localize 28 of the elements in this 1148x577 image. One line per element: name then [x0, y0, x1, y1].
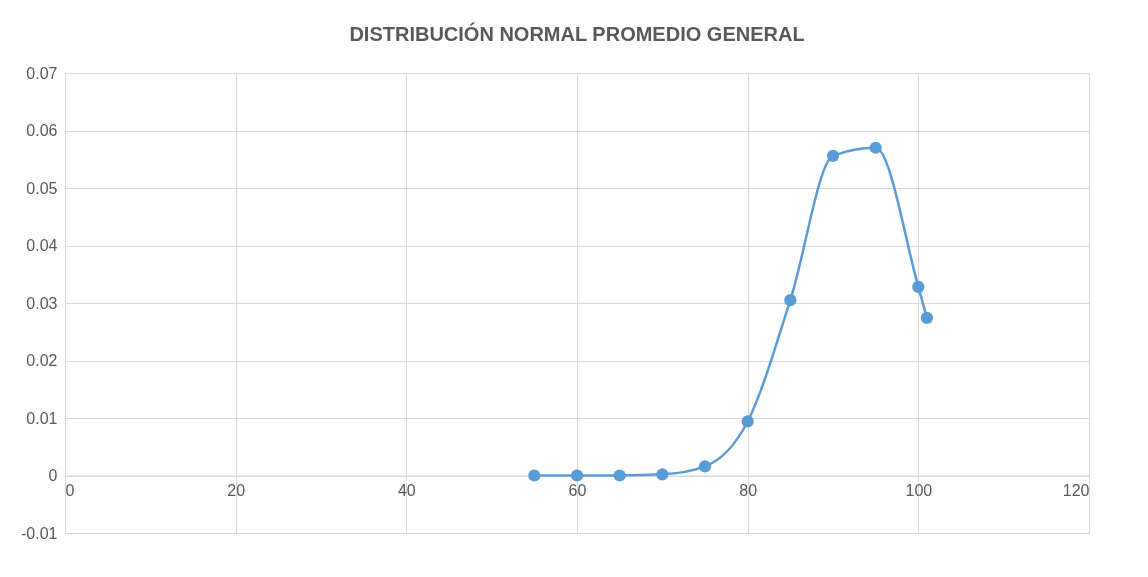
point	[528, 469, 541, 482]
y-tick-label: 0.03	[26, 294, 58, 312]
y-tick-label: 0.04	[26, 237, 58, 254]
point	[869, 141, 882, 154]
point	[613, 469, 626, 482]
y-tick-label: 0.01	[26, 409, 58, 427]
x-tick-label: 0	[65, 482, 75, 499]
x-tick-label: 60	[568, 482, 587, 499]
y-tick-label: -0.01	[21, 524, 58, 542]
point	[698, 460, 712, 473]
point	[920, 311, 933, 325]
x-tick-label: 100	[905, 482, 933, 499]
x-tick-label: 20	[227, 482, 246, 499]
point	[570, 469, 584, 482]
x-tick-label: 40	[397, 482, 416, 499]
y-tick-label: 0	[48, 467, 58, 484]
x-tick-label: 80	[739, 482, 758, 499]
point	[912, 280, 925, 294]
y-tick-label: 0.06	[26, 122, 58, 139]
chart-title: DISTRIBUCIÓN NORMAL PROMEDIO GENERAL	[349, 22, 805, 45]
point	[784, 294, 797, 307]
point	[741, 415, 754, 428]
x-tick-label: 120	[1062, 482, 1090, 499]
y-tick-label: 0.05	[26, 179, 58, 197]
y-tick-label: 0.02	[26, 352, 58, 369]
y-tick-label: 0.07	[26, 64, 58, 82]
point	[656, 468, 669, 481]
point	[826, 149, 840, 162]
